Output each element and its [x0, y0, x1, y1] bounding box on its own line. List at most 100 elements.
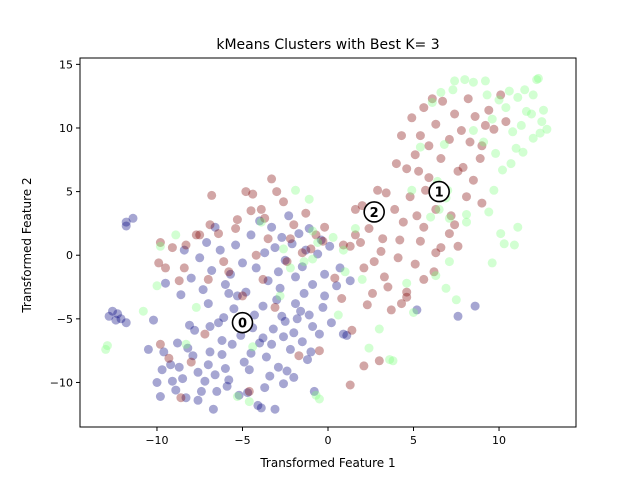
scatter-point-cluster-1: [415, 131, 425, 141]
scatter-point-cluster-0: [116, 314, 126, 324]
scatter-point-cluster-2: [499, 239, 509, 249]
scatter-point-cluster-2: [409, 308, 418, 317]
scatter-point-cluster-0: [224, 375, 234, 385]
x-tick-label: 0: [325, 434, 332, 447]
scatter-point-cluster-0: [108, 306, 117, 316]
scatter-point-cluster-0: [167, 376, 177, 386]
scatter-point-cluster-1: [414, 166, 424, 176]
scatter-point-cluster-1: [244, 386, 254, 396]
centroid-marker: 1: [428, 180, 450, 203]
scatter-point-cluster-0: [297, 337, 307, 347]
scatter-point-cluster-1: [395, 235, 405, 245]
scatter-point-cluster-1: [347, 325, 357, 335]
scatter-point-cluster-0: [279, 379, 288, 389]
scatter-point-cluster-1: [155, 339, 165, 349]
scatter-point-cluster-2: [450, 76, 460, 86]
scatter-point-cluster-1: [263, 234, 273, 244]
scatter-point-cluster-2: [313, 238, 323, 247]
scatter-point-cluster-2: [506, 159, 516, 169]
scatter-point-cluster-2: [426, 212, 436, 222]
scatter-point-cluster-2: [528, 90, 538, 100]
scatter-point-cluster-0: [309, 386, 319, 396]
scatter-point-cluster-0: [149, 315, 158, 325]
scatter-point-cluster-2: [542, 124, 552, 134]
scatter-point-cluster-0: [214, 318, 223, 328]
scatter-point-cluster-0: [304, 310, 314, 320]
scatter-point-cluster-0: [195, 253, 205, 263]
scatter-point-cluster-1: [436, 243, 446, 253]
scatter-point-cluster-1: [373, 185, 383, 195]
scatter-point-cluster-0: [222, 381, 232, 391]
scatter-point-cluster-0: [299, 288, 309, 298]
scatter-point-cluster-1: [407, 113, 417, 123]
scatter-point-cluster-0: [277, 232, 287, 242]
scatter-point-cluster-0: [282, 366, 292, 376]
scatter-point-cluster-1: [181, 240, 191, 250]
scatter-point-cluster-1: [431, 248, 441, 258]
scatter-point-cluster-0: [260, 248, 270, 258]
scatter-point-cluster-0: [326, 318, 336, 328]
y-axis-ticks: −10 −5 0 5 10 15: [50, 58, 80, 389]
scatter-point-cluster-1: [232, 215, 242, 225]
scatter-point-cluster-1: [164, 353, 174, 363]
scatter-point-cluster-0: [287, 239, 297, 249]
scatter-point-cluster-0: [316, 235, 326, 245]
centroid-label: 0: [238, 317, 247, 332]
scatter-point-cluster-2: [479, 137, 489, 147]
scatter-point-cluster-1: [453, 241, 463, 251]
x-tick-label: −5: [234, 434, 250, 447]
scatter-point-cluster-1: [338, 240, 348, 250]
scatter-point-cluster-0: [261, 352, 271, 362]
scatter-point-cluster-1: [450, 220, 460, 230]
y-tick-label: 10: [59, 122, 73, 135]
scatter-point-cluster-2: [171, 230, 181, 240]
scatter-point-cluster-0: [210, 222, 220, 232]
scatter-point-cluster-0: [121, 221, 131, 231]
y-tick-label: −10: [50, 376, 73, 389]
scatter-point-cluster-0: [111, 315, 121, 325]
scatter-point-cluster-0: [152, 378, 162, 387]
scatter-point-cluster-0: [294, 229, 304, 239]
scatter-point-cluster-1: [496, 90, 506, 100]
scatter-point-cluster-1: [410, 259, 420, 269]
scatter-point-cluster-2: [516, 120, 526, 130]
scatter-point-cluster-1: [470, 112, 480, 121]
scatter-point-cluster-1: [155, 238, 165, 247]
scatter-point-cluster-2: [155, 241, 165, 251]
y-tick-label: 15: [59, 58, 73, 71]
scatter-point-cluster-0: [231, 240, 241, 250]
scatter-point-cluster-1: [272, 187, 282, 197]
scatter-point-cluster-2: [308, 254, 318, 264]
scatter-point-cluster-0: [224, 288, 234, 298]
scatter-point-cluster-1: [484, 105, 494, 115]
scatter-point-cluster-0: [273, 362, 283, 372]
scatter-point-cluster-1: [368, 288, 377, 298]
scatter-point-cluster-0: [338, 329, 348, 339]
scatter-point-cluster-0: [335, 263, 345, 273]
scatter-point-cluster-0: [256, 403, 266, 413]
scatter-point-cluster-0: [345, 276, 355, 286]
scatter-point-cluster-1: [350, 230, 360, 240]
scatter-point-cluster-1: [402, 164, 412, 174]
scatter-point-cluster-2: [407, 185, 417, 195]
scatter-point-cluster-0: [289, 372, 299, 382]
scatter-point-cluster-1: [465, 137, 475, 147]
scatter-point-cluster-2: [444, 257, 454, 267]
scatter-point-cluster-1: [238, 291, 247, 301]
scatter-point-cluster-0: [203, 299, 213, 309]
scatter-point-cluster-2: [152, 281, 162, 291]
scatter-point-cluster-0: [258, 333, 268, 343]
scatter-point-cluster-2: [537, 117, 547, 127]
scatter-point-cluster-0: [208, 404, 218, 414]
scatter-point-cluster-2: [501, 103, 511, 113]
scatter-point-cluster-1: [468, 175, 478, 185]
scatter-point-cluster-0: [320, 291, 330, 301]
y-tick-label: 5: [66, 186, 73, 199]
scatter-point-cluster-2: [244, 397, 254, 407]
scatter-point-cluster-2: [138, 306, 148, 316]
scatter-point-cluster-0: [303, 355, 312, 365]
scatter-point-cluster-1: [419, 103, 429, 113]
scatter-point-cluster-0: [255, 216, 265, 226]
